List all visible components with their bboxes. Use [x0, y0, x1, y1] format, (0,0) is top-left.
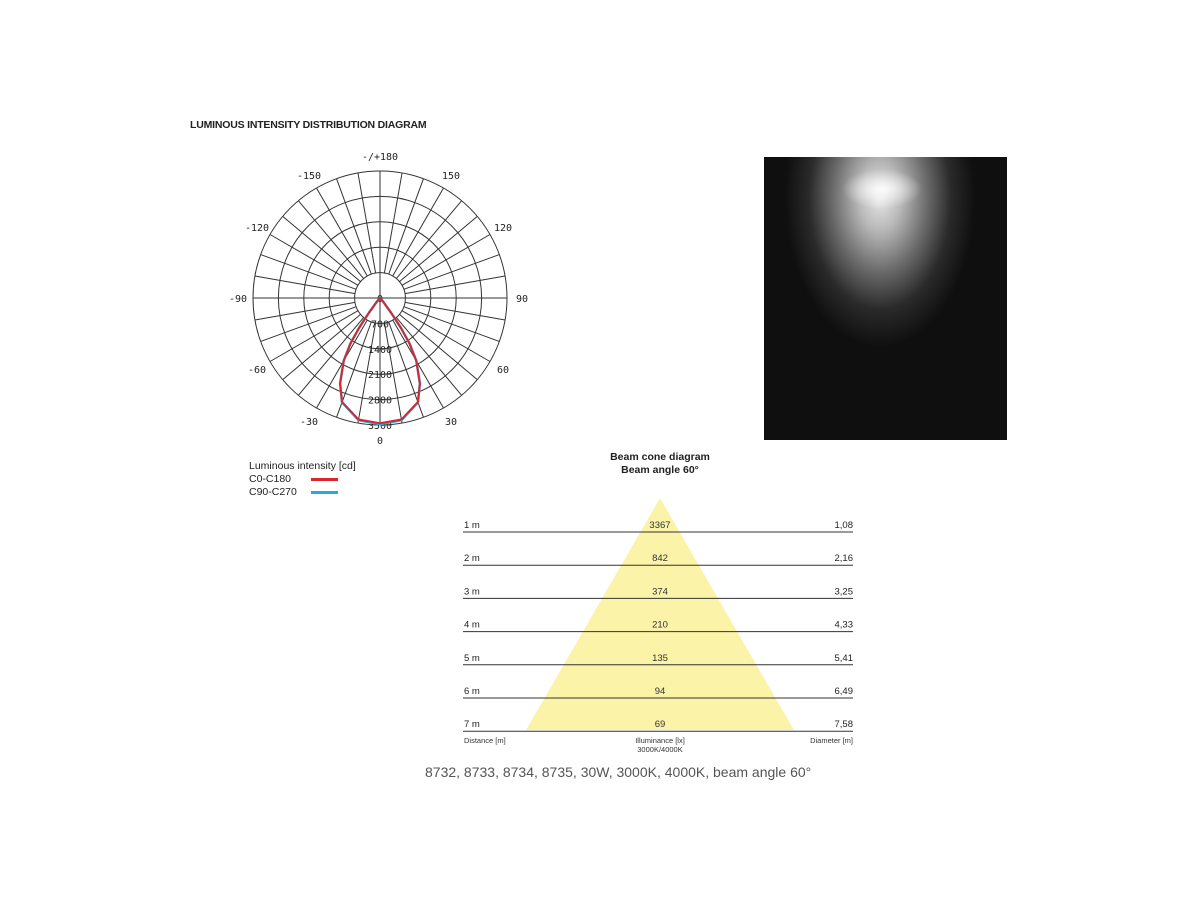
illuminance-value: 210 [652, 620, 668, 631]
illuminance-value: 135 [652, 653, 668, 664]
distance-label: 3 m [464, 586, 480, 597]
grid-spoke [401, 234, 491, 286]
grid-spoke [392, 187, 444, 277]
grid-spoke [282, 313, 361, 381]
legend-label: C0-C180 [249, 473, 292, 485]
illuminance-value: 842 [652, 553, 668, 564]
grid-spoke [395, 200, 463, 279]
grid-spoke [254, 301, 356, 321]
diameter-value: 4,33 [835, 620, 854, 631]
legend-swatch [311, 478, 338, 481]
grid-spoke [388, 178, 424, 275]
grid-spoke [269, 310, 359, 362]
grid-spoke [403, 254, 500, 290]
grid-spoke [399, 313, 478, 381]
radial-tick-label: 2800 [368, 396, 392, 407]
distance-label: 1 m [464, 520, 480, 531]
angle-label: 150 [442, 171, 460, 182]
grid-spoke [404, 275, 506, 295]
caption: 8732, 8733, 8734, 8735, 30W, 3000K, 4000… [425, 764, 812, 780]
illuminance-subheader: 3000K/4000K [637, 745, 682, 754]
angle-label: 30 [445, 417, 457, 428]
radial-tick-label: 1400 [368, 345, 392, 356]
grid-spoke [336, 178, 372, 275]
radial-tick-label: 3500 [368, 421, 392, 432]
polar-chart: -/+1801501209060300-30-60-90-120-1500700… [229, 152, 528, 447]
grid-spoke [383, 172, 403, 274]
radial-tick-label: 2100 [368, 370, 392, 381]
beam-cone-chart: 1 m 3367 1,08 2 m 842 2,16 3 m 374 3,25 4 m 210 4,3… [463, 498, 854, 754]
diameter-value: 2,16 [835, 553, 854, 564]
angle-label: 60 [497, 365, 509, 376]
distance-label: 6 m [464, 686, 480, 697]
distance-label: 4 m [464, 620, 480, 631]
legend-item-c90: C90-C270 [249, 486, 356, 499]
angle-label: 120 [494, 223, 512, 234]
beam-cone [526, 498, 794, 730]
distance-label: 2 m [464, 553, 480, 564]
angle-label: -120 [245, 223, 269, 234]
cone-title: Beam cone diagram Beam angle 60° [560, 451, 760, 477]
illuminance-header: Illuminance [lx] [635, 736, 685, 745]
grid-spoke [269, 234, 359, 286]
grid-spoke [357, 322, 377, 424]
polar-legend: Luminous intensity [cd] C0-C180 C90-C270 [249, 460, 356, 499]
illuminance-value: 3367 [649, 520, 670, 531]
diameter-value: 1,08 [835, 520, 854, 531]
grid-spoke [383, 322, 403, 424]
grid-spoke [399, 215, 478, 283]
light-beam-photo [764, 157, 1007, 440]
distance-label: 5 m [464, 653, 480, 664]
illuminance-value: 94 [655, 686, 666, 697]
grid-spoke [403, 306, 500, 342]
legend-swatch [311, 491, 338, 494]
diameter-value: 5,41 [835, 653, 854, 664]
grid-spoke [282, 215, 361, 283]
diameter-value: 7,58 [835, 719, 854, 730]
grid-spoke [392, 319, 444, 409]
diameter-header: Diameter [m] [810, 736, 853, 745]
illuminance-value: 374 [652, 586, 668, 597]
cone-subtitle: Beam angle 60° [621, 464, 699, 476]
grid-spoke [401, 310, 491, 362]
grid-spoke [260, 254, 357, 290]
grid-spoke [260, 306, 357, 342]
angle-label: -/+180 [362, 152, 398, 163]
illuminance-value: 69 [655, 719, 666, 730]
diagram-title: LUMINOUS INTENSITY DISTRIBUTION DIAGRAM [190, 119, 427, 131]
legend-label: C90-C270 [249, 486, 297, 498]
grid-spoke [316, 319, 368, 409]
grid-spoke [297, 317, 365, 396]
angle-label: 0 [377, 436, 383, 447]
grid-spoke [357, 172, 377, 274]
distance-label: 7 m [464, 719, 480, 730]
grid-spoke [395, 317, 463, 396]
radial-tick-label: 700 [371, 319, 389, 330]
angle-label: -30 [300, 417, 318, 428]
grid-spoke [254, 275, 356, 295]
grid-spoke [297, 200, 365, 279]
angle-label: -90 [229, 294, 247, 305]
diameter-value: 6,49 [835, 686, 854, 697]
diameter-value: 3,25 [835, 586, 854, 597]
angle-label: -150 [297, 171, 321, 182]
legend-title: Luminous intensity [cd] [249, 460, 356, 472]
angle-label: 90 [516, 294, 528, 305]
cone-title-text: Beam cone diagram [610, 451, 710, 463]
legend-item-c0: C0-C180 [249, 473, 356, 486]
grid-spoke [404, 301, 506, 321]
series-curve-C0-C180 [339, 297, 421, 425]
distance-header: Distance [m] [464, 736, 506, 745]
angle-label: -60 [248, 365, 266, 376]
grid-spoke [316, 187, 368, 277]
